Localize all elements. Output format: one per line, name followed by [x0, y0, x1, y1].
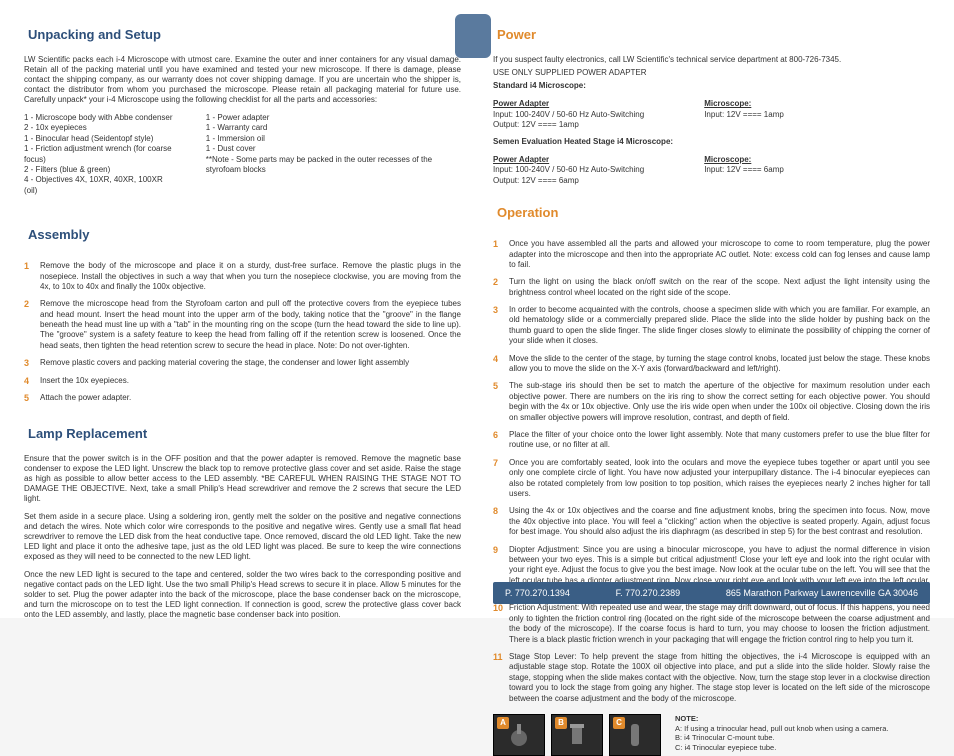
sem-adapter: Power Adapter Input: 100-240V / 50-60 Hz… [493, 155, 644, 186]
list-item: 1 - Immersion oil [206, 134, 461, 144]
right-column: Power If you suspect faulty electronics,… [477, 0, 954, 618]
sem-title: Semen Evaluation Heated Stage i4 Microsc… [493, 137, 930, 147]
list-item: 1 - Power adapter [206, 113, 461, 123]
std-scope: Microscope: Input: 12V ==== 1amp [704, 99, 784, 130]
list-item: 1 - Binocular head (Seidentopf style) [24, 134, 176, 144]
sem-specs: Power Adapter Input: 100-240V / 50-60 Hz… [493, 155, 930, 186]
page: Unpacking and Setup LW Scientific packs … [0, 0, 954, 618]
note-line: A: If using a trinocular head, pull out … [675, 724, 888, 734]
operation-step: Turn the light on using the black on/off… [493, 277, 930, 298]
assembly-step: Remove plastic covers and packing materi… [24, 358, 461, 368]
lamp-p2: Set them aside in a secure place. Using … [24, 512, 461, 562]
unpacking-title: Unpacking and Setup [18, 22, 171, 47]
microscope-label: Microscope: [704, 155, 784, 165]
list-item: 1 - Microscope body with Abbe condenser [24, 113, 176, 123]
footer-bar: P. 770.270.1394 F. 770.270.2389 865 Mara… [493, 582, 930, 604]
figure-c: C [609, 714, 661, 756]
spec-line: Output: 12V ==== 6amp [493, 176, 644, 186]
section-unpacking: Unpacking and Setup LW Scientific packs … [24, 22, 461, 204]
spec-line: Input: 100-240V / 50-60 Hz Auto-Switchin… [493, 165, 644, 175]
section-assembly: Assembly Remove the body of the microsco… [24, 222, 461, 403]
operation-step: Stage Stop Lever: To help prevent the st… [493, 652, 930, 704]
std-specs: Power Adapter Input: 100-240V / 50-60 Hz… [493, 99, 930, 130]
operation-step: The sub-stage iris should then be set to… [493, 381, 930, 423]
operation-step: Once you have assembled all the parts an… [493, 239, 930, 270]
figure-b: B [551, 714, 603, 756]
spec-line: Output: 12V ==== 1amp [493, 120, 644, 130]
operation-step: In order to become acquainted with the c… [493, 305, 930, 347]
list-item: 2 - Filters (blue & green) [24, 165, 176, 175]
unpacking-intro: LW Scientific packs each i-4 Microscope … [24, 55, 461, 105]
assembly-step: Insert the 10x eyepieces. [24, 376, 461, 386]
std-title: Standard i4 Microscope: [493, 81, 930, 91]
list-item: **Note - Some parts may be packed in the… [206, 155, 461, 176]
lamp-p1: Ensure that the power switch is in the O… [24, 454, 461, 504]
lamp-title: Lamp Replacement [18, 421, 157, 446]
list-item: 1 - Friction adjustment wrench (for coar… [24, 144, 176, 165]
figure-c-label: C [613, 717, 625, 729]
operation-step: Using the 4x or 10x objectives and the c… [493, 506, 930, 537]
list-item: 2 - 10x eyepieces [24, 123, 176, 133]
left-column: Unpacking and Setup LW Scientific packs … [0, 0, 477, 618]
assembly-step: Remove the body of the microscope and pl… [24, 261, 461, 292]
std-adapter: Power Adapter Input: 100-240V / 50-60 Hz… [493, 99, 644, 130]
microscope-label: Microscope: [704, 99, 784, 109]
power-supply: USE ONLY SUPPLIED POWER ADAPTER [493, 68, 930, 77]
sem-scope: Microscope: Input: 12V ==== 6amp [704, 155, 784, 186]
list-item: 1 - Warranty card [206, 123, 461, 133]
assembly-step: Remove the microscope head from the Styr… [24, 299, 461, 351]
operation-step: Move the slide to the center of the stag… [493, 354, 930, 375]
footer-fax: F. 770.270.2389 [616, 588, 681, 598]
figure-a-label: A [497, 717, 509, 729]
spec-line: Input: 12V ==== 1amp [704, 110, 784, 120]
lamp-p3: Once the new LED light is secured to the… [24, 570, 461, 620]
section-operation: Operation Once you have assembled all th… [493, 200, 930, 756]
note-line: C: i4 Trinocular eyepiece tube. [675, 743, 888, 753]
assembly-step: Attach the power adapter. [24, 393, 461, 403]
note-line: B: i4 Trinocular C-mount tube. [675, 733, 888, 743]
notes-title: NOTE: [675, 714, 888, 724]
list-item: 4 - Objectives 4X, 10XR, 40XR, 100XR (oi… [24, 175, 176, 196]
abc-row: A B C NOTE: A: If using a trinocular hea… [493, 714, 930, 756]
operation-step: Friction Adjustment: With repeated use a… [493, 603, 930, 645]
spec-line: Input: 12V ==== 6amp [704, 165, 784, 175]
assembly-steps: Remove the body of the microscope and pl… [24, 261, 461, 403]
operation-step: Once you are comfortably seated, look in… [493, 458, 930, 500]
adapter-label: Power Adapter [493, 155, 644, 165]
unpacking-list-a: 1 - Microscope body with Abbe condenser … [24, 113, 176, 196]
abc-notes: NOTE: A: If using a trinocular head, pul… [675, 714, 888, 753]
operation-step: Place the filter of your choice onto the… [493, 430, 930, 451]
power-suspect: If you suspect faulty electronics, call … [493, 55, 930, 64]
unpacking-lists: 1 - Microscope body with Abbe condenser … [24, 113, 461, 204]
footer-phone: P. 770.270.1394 [505, 588, 570, 598]
footer-address: 865 Marathon Parkway Lawrenceville GA 30… [726, 588, 918, 598]
adapter-label: Power Adapter [493, 99, 644, 109]
power-title: Power [487, 22, 546, 47]
assembly-title: Assembly [18, 222, 99, 247]
operation-title: Operation [487, 200, 568, 225]
section-power: Power If you suspect faulty electronics,… [493, 22, 930, 186]
spec-line: Input: 100-240V / 50-60 Hz Auto-Switchin… [493, 110, 644, 120]
unpacking-list-b: 1 - Power adapter 1 - Warranty card 1 - … [206, 113, 461, 196]
decorative-block-icon [455, 14, 491, 58]
figure-b-label: B [555, 717, 567, 729]
section-lamp: Lamp Replacement Ensure that the power s… [24, 421, 461, 620]
list-item: 1 - Dust cover [206, 144, 461, 154]
operation-steps: Once you have assembled all the parts an… [493, 239, 930, 704]
figure-a: A [493, 714, 545, 756]
